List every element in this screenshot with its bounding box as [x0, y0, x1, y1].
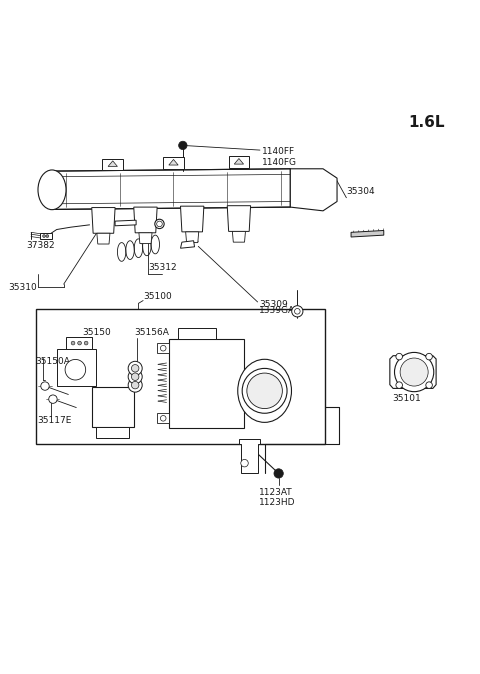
Text: 37382: 37382 — [26, 241, 55, 250]
Polygon shape — [239, 439, 260, 472]
Circle shape — [156, 221, 162, 226]
Polygon shape — [232, 231, 245, 242]
Circle shape — [84, 341, 88, 345]
Circle shape — [41, 382, 49, 390]
Circle shape — [160, 345, 166, 351]
Circle shape — [46, 235, 49, 237]
Text: 1339GA: 1339GA — [259, 306, 295, 315]
Text: 35156A: 35156A — [135, 328, 169, 337]
Polygon shape — [40, 233, 52, 239]
Circle shape — [160, 415, 166, 421]
Polygon shape — [351, 231, 384, 237]
Polygon shape — [92, 387, 134, 427]
Circle shape — [247, 373, 282, 408]
Polygon shape — [57, 348, 96, 386]
Circle shape — [49, 395, 57, 403]
Polygon shape — [180, 206, 204, 232]
Circle shape — [274, 469, 283, 478]
Circle shape — [292, 306, 303, 317]
Text: 35100: 35100 — [143, 292, 172, 301]
Polygon shape — [108, 161, 118, 166]
Text: 35102: 35102 — [99, 432, 127, 441]
Circle shape — [132, 381, 139, 389]
Circle shape — [71, 341, 75, 345]
Bar — [36, 309, 325, 444]
Circle shape — [396, 382, 402, 388]
Polygon shape — [178, 328, 216, 339]
Text: 35117E: 35117E — [37, 417, 72, 425]
Circle shape — [65, 359, 85, 380]
Circle shape — [179, 142, 187, 150]
Text: 1123AT
1123HD: 1123AT 1123HD — [259, 488, 296, 508]
Text: 35310: 35310 — [8, 282, 37, 291]
Circle shape — [43, 235, 46, 237]
Text: 1.6L: 1.6L — [408, 115, 444, 130]
Circle shape — [400, 358, 428, 386]
Polygon shape — [97, 233, 110, 244]
Circle shape — [426, 382, 432, 388]
Polygon shape — [66, 337, 92, 348]
Circle shape — [242, 369, 287, 413]
Circle shape — [128, 378, 142, 392]
Circle shape — [132, 365, 139, 372]
Polygon shape — [186, 232, 199, 243]
Circle shape — [396, 353, 402, 360]
Polygon shape — [139, 233, 152, 243]
Circle shape — [155, 219, 164, 228]
Circle shape — [395, 353, 434, 392]
Polygon shape — [115, 220, 136, 226]
Polygon shape — [169, 160, 178, 165]
Circle shape — [132, 373, 139, 380]
Polygon shape — [227, 206, 251, 231]
Circle shape — [128, 370, 142, 384]
Polygon shape — [157, 343, 169, 353]
Polygon shape — [390, 356, 436, 388]
Text: 35150A: 35150A — [36, 357, 71, 365]
Polygon shape — [180, 241, 194, 248]
Circle shape — [426, 353, 432, 360]
Polygon shape — [228, 156, 249, 168]
Ellipse shape — [38, 170, 66, 210]
Polygon shape — [290, 168, 337, 211]
Polygon shape — [163, 157, 184, 168]
Polygon shape — [102, 158, 123, 170]
Text: 35309: 35309 — [259, 300, 288, 309]
Polygon shape — [96, 427, 129, 438]
Polygon shape — [169, 339, 243, 428]
Circle shape — [128, 361, 142, 375]
Text: 1140FF
1140FG: 1140FF 1140FG — [262, 148, 297, 166]
Circle shape — [241, 460, 248, 467]
Text: 35304: 35304 — [347, 187, 375, 196]
Polygon shape — [92, 208, 115, 233]
Polygon shape — [134, 207, 157, 233]
Text: 35101: 35101 — [392, 394, 421, 403]
Ellipse shape — [238, 359, 291, 423]
Circle shape — [295, 309, 300, 314]
Text: 35150: 35150 — [83, 328, 111, 337]
Polygon shape — [52, 168, 290, 210]
Circle shape — [78, 341, 82, 345]
Polygon shape — [157, 413, 169, 423]
Text: 35312: 35312 — [148, 263, 177, 272]
Polygon shape — [234, 158, 243, 164]
